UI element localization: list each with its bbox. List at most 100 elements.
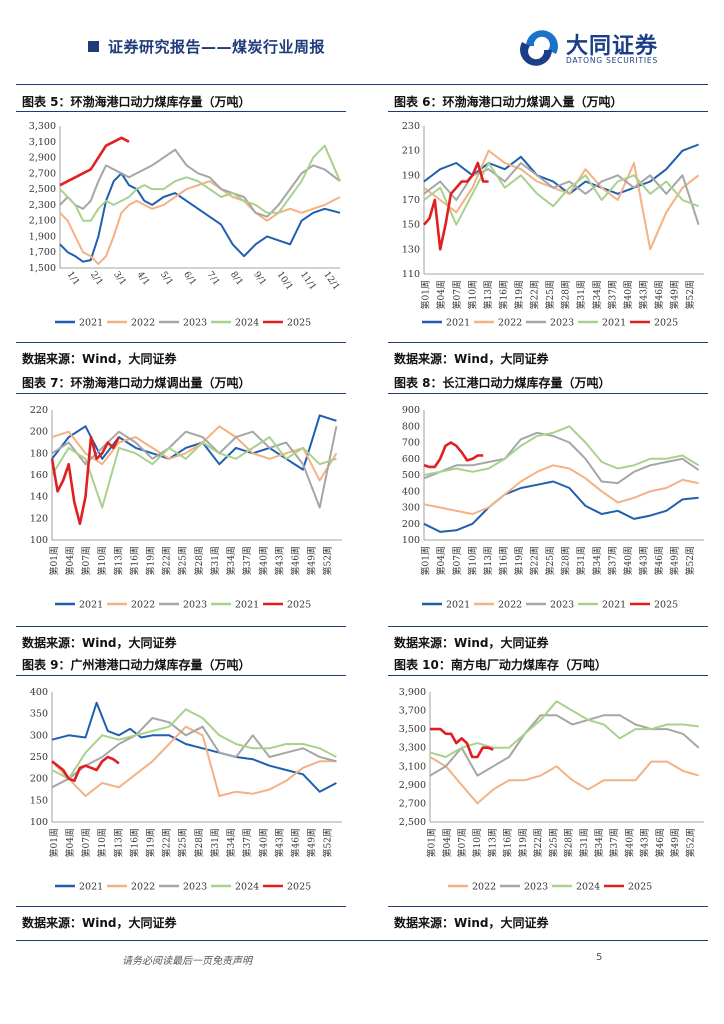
series-line-2024: [429, 700, 699, 758]
legend-label: 2022: [498, 318, 522, 329]
page-number: 5: [596, 952, 603, 963]
series-line-2025: [59, 136, 130, 187]
legend-label: 2025: [287, 600, 311, 611]
x-tick-label: 第01周: [420, 546, 432, 575]
logo-text: 大同证券: [566, 34, 659, 59]
x-tick-label: 第37周: [606, 546, 618, 575]
x-tick-label: 第04周: [441, 828, 453, 857]
chart8-top-rule: [388, 393, 708, 394]
x-tick-label: 第31周: [575, 546, 587, 575]
x-tick-label: 第37周: [241, 828, 253, 857]
x-tick-label: 第13周: [112, 546, 124, 575]
x-tick-label: 第13周: [482, 546, 494, 575]
y-tick-label: 180: [30, 448, 48, 459]
y-tick-label: 2,100: [29, 216, 56, 227]
chart10-top-rule: [388, 675, 708, 676]
y-tick-label: 150: [30, 795, 48, 806]
x-tick-label: 第10周: [466, 280, 478, 309]
x-tick-label: 第49周: [306, 828, 318, 857]
chart9-source: 数据来源：Wind，大同证券: [22, 916, 177, 930]
x-tick-label: 12/1: [321, 270, 341, 292]
series-line-2025: [430, 727, 494, 759]
x-tick-label: 第13周: [112, 828, 124, 857]
chart9-bottom-rule: [16, 906, 346, 907]
legend-label: 2021: [602, 318, 626, 329]
y-tick-label: 100: [402, 535, 420, 546]
chart10-source: 数据来源：Wind，大同证券: [394, 916, 549, 930]
y-tick-label: 130: [402, 244, 420, 255]
x-tick-label: 第13周: [482, 280, 494, 309]
x-tick-label: 第40周: [257, 546, 269, 575]
header-rule: [16, 84, 708, 85]
series-line-2024: [51, 436, 337, 509]
series-line-2025: [50, 435, 121, 526]
y-tick-label: 500: [402, 470, 420, 481]
series-line-2024: [423, 425, 700, 476]
x-tick-label: 第04周: [64, 546, 76, 575]
x-tick-label: 第34周: [591, 546, 603, 575]
series-line-2023: [51, 426, 338, 509]
series-line-2021: [51, 701, 337, 793]
series-line-2022: [59, 180, 341, 266]
x-tick-label: 第46周: [290, 828, 302, 857]
legend-label: 2025: [287, 882, 311, 893]
x-tick-label: 第19周: [145, 546, 157, 575]
x-tick-label: 11/1: [298, 270, 318, 292]
chart7-bottom-rule: [16, 626, 346, 627]
y-tick-label: 350: [30, 709, 48, 720]
chart8-source: 数据来源：Wind，大同证券: [394, 636, 549, 650]
x-tick-label: 第43周: [639, 828, 651, 857]
legend-label: 2023: [183, 318, 207, 329]
y-tick-label: 2,700: [29, 168, 56, 179]
series-line-2023: [51, 717, 337, 789]
x-tick-label: 第31周: [575, 280, 587, 309]
series-line-2023: [59, 148, 341, 218]
legend-label: 2023: [550, 600, 574, 611]
y-tick-label: 3,700: [399, 706, 426, 717]
x-tick-label: 第16周: [128, 828, 140, 857]
x-tick-label: 第49周: [306, 546, 318, 575]
x-tick-label: 第52周: [684, 828, 696, 857]
chart6-top-rule: [388, 111, 708, 112]
x-tick-label: 第43周: [273, 546, 285, 575]
legend-label: 2021: [79, 882, 103, 893]
series-line-2022: [51, 425, 338, 482]
series-line-2021: [51, 414, 337, 471]
y-tick-label: 210: [402, 146, 420, 157]
x-tick-label: 9/1: [251, 270, 267, 288]
series-line-2022: [423, 464, 699, 515]
x-tick-label: 第01周: [426, 828, 438, 857]
series-line-2021: [423, 480, 699, 533]
x-tick-label: 第07周: [451, 546, 463, 575]
footer-disclaimer: 请务必阅读最后一页免责声明: [122, 956, 252, 967]
series-line-2025: [423, 441, 484, 469]
y-tick-label: 3,100: [399, 761, 426, 772]
x-tick-label: 第04周: [435, 280, 447, 309]
y-tick-label: 300: [30, 730, 48, 741]
x-tick-label: 第25周: [547, 828, 559, 857]
x-tick-label: 第07周: [80, 828, 92, 857]
series-line-2022: [423, 149, 700, 251]
x-tick-label: 第28周: [563, 828, 575, 857]
y-tick-label: 200: [402, 519, 420, 530]
legend-label: 2021: [235, 600, 259, 611]
legend-label: 2024: [576, 882, 600, 893]
legend-label: 2021: [79, 600, 103, 611]
x-tick-label: 第43周: [637, 546, 649, 575]
x-tick-label: 1/1: [65, 270, 81, 288]
logo-subtext: DATONG SECURITIES: [566, 56, 659, 65]
series-line-2025: [423, 161, 489, 251]
legend-label: 2023: [550, 318, 574, 329]
legend-label: 2022: [131, 600, 155, 611]
chart6-bottom-rule: [388, 342, 708, 343]
y-tick-label: 3,900: [399, 687, 426, 698]
x-tick-label: 第40周: [257, 828, 269, 857]
x-tick-label: 第34周: [225, 828, 237, 857]
chart6-source: 数据来源：Wind，大同证券: [394, 352, 549, 366]
x-tick-label: 第31周: [209, 546, 221, 575]
legend-label: 2023: [183, 600, 207, 611]
x-tick-label: 第28周: [193, 546, 205, 575]
header-marker: [88, 41, 99, 52]
chart8-title: 图表 8：长江港口动力煤库存量（万吨）: [394, 376, 611, 390]
